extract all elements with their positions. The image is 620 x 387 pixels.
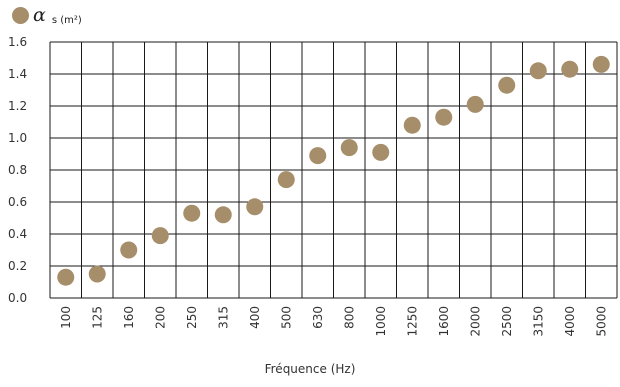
x-tick-label: 3150 <box>531 306 545 337</box>
data-point <box>120 241 138 259</box>
x-tick-labels: 100 125 160 200 250 315 400 500 630 800 1000 1250 16… <box>59 306 609 337</box>
legend-subscript: s (m²) <box>51 15 82 26</box>
x-tick-label: 630 <box>311 306 325 329</box>
x-tick-label: 125 <box>90 306 104 329</box>
y-tick-label: 0.4 <box>8 227 27 241</box>
x-tick-label: 1000 <box>374 306 388 337</box>
data-point <box>151 227 169 245</box>
data-point <box>435 108 453 126</box>
data-point <box>592 55 610 73</box>
legend-symbol: α <box>33 4 46 26</box>
data-point <box>561 60 579 78</box>
y-tick-label: 1.6 <box>8 35 27 49</box>
x-tick-label: 1250 <box>405 306 419 337</box>
data-point <box>340 139 358 157</box>
x-tick-label: 1600 <box>437 306 451 337</box>
x-tick-label: 200 <box>153 306 167 329</box>
x-tick-label: 5000 <box>594 306 608 337</box>
y-tick-label: 0.0 <box>8 291 27 305</box>
y-tick-label: 1.2 <box>8 99 27 113</box>
y-tick-label: 0.6 <box>8 195 27 209</box>
x-tick-label: 4000 <box>563 306 577 337</box>
data-point <box>529 62 547 80</box>
x-tick-label: 250 <box>185 306 199 329</box>
legend: α s (m²) <box>12 4 82 26</box>
y-tick-labels: 0.0 0.2 0.4 0.6 0.8 1.0 1.2 1.4 1.6 <box>8 35 27 305</box>
x-tick-label: 800 <box>342 306 356 329</box>
data-point <box>214 206 232 224</box>
data-point <box>246 198 264 216</box>
data-point <box>277 171 295 189</box>
y-tick-label: 1.4 <box>8 67 27 81</box>
data-point <box>498 76 516 94</box>
x-tick-label: 2000 <box>468 306 482 337</box>
data-point <box>183 204 201 222</box>
x-tick-label: 315 <box>216 306 230 329</box>
y-tick-label: 0.2 <box>8 259 27 273</box>
y-tick-label: 0.8 <box>8 163 27 177</box>
data-point <box>309 147 327 165</box>
legend-marker-icon <box>12 7 29 24</box>
x-tick-label: 2500 <box>500 306 514 337</box>
data-points <box>57 55 610 286</box>
grid <box>49 41 618 299</box>
data-point <box>372 143 390 161</box>
x-tick-label: 500 <box>279 306 293 329</box>
data-point <box>57 268 75 286</box>
y-tick-label: 1.0 <box>8 131 27 145</box>
x-tick-label: 160 <box>122 306 136 329</box>
data-point <box>466 95 484 113</box>
data-point <box>403 116 421 134</box>
x-tick-label: 100 <box>59 306 73 329</box>
x-tick-label: 400 <box>248 306 262 329</box>
data-point <box>88 265 106 283</box>
x-axis-title: Fréquence (Hz) <box>264 362 356 376</box>
